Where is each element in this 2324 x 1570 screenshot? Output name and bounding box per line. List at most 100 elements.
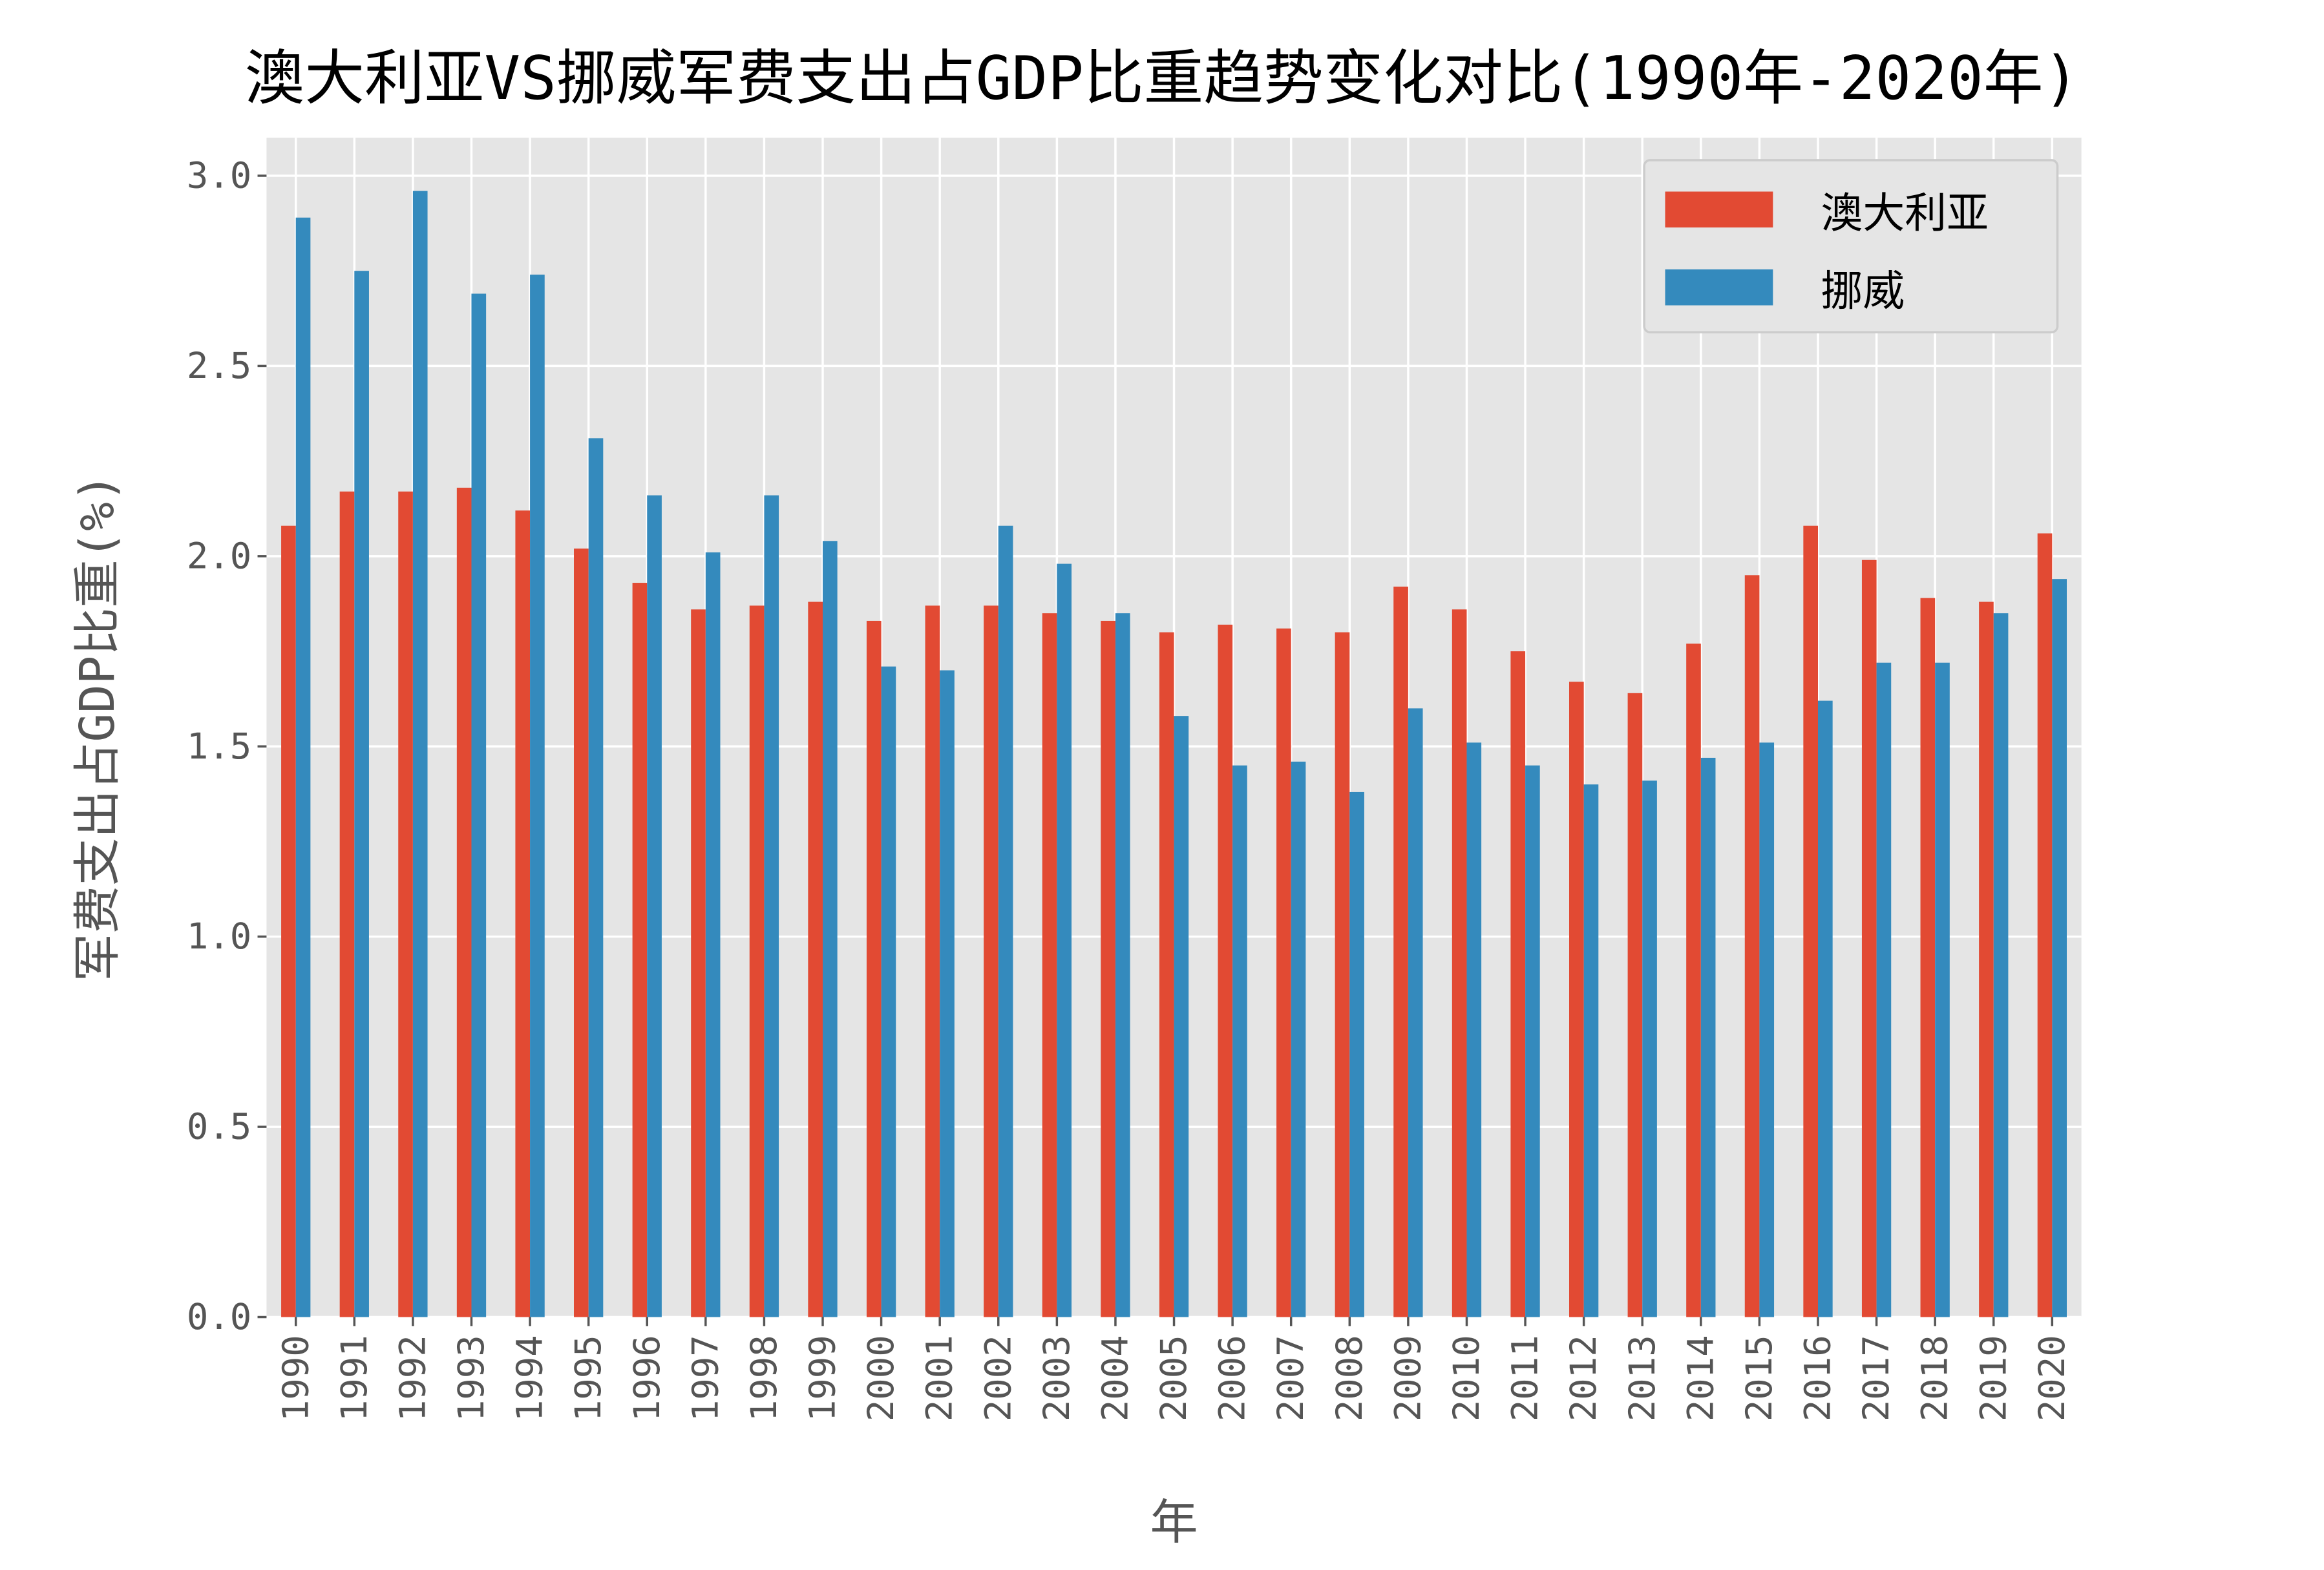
bar-australia-2007	[1276, 628, 1291, 1317]
bar-norway-1995	[588, 438, 604, 1317]
bar-australia-2006	[1218, 624, 1233, 1317]
x-tick-label: 2016	[1797, 1335, 1839, 1421]
bar-australia-2016	[1803, 525, 1818, 1317]
bar-australia-2005	[1159, 632, 1174, 1317]
x-tick-label: 2001	[919, 1335, 961, 1421]
bar-australia-2002	[984, 605, 998, 1317]
y-tick-label: 0.5	[187, 1106, 251, 1148]
bar-australia-2008	[1335, 632, 1350, 1317]
bar-norway-2009	[1408, 708, 1423, 1317]
bar-australia-2020	[2037, 533, 2053, 1317]
x-tick-label: 2006	[1212, 1335, 1254, 1421]
bar-norway-1991	[354, 271, 369, 1317]
bar-norway-2014	[1700, 757, 1716, 1317]
x-tick-label: 2018	[1914, 1335, 1956, 1421]
x-tick-label: 2014	[1680, 1335, 1722, 1421]
bar-norway-1993	[471, 293, 487, 1317]
bar-australia-2015	[1744, 575, 1760, 1317]
y-tick-label: 0.0	[187, 1296, 251, 1338]
x-tick-label: 2003	[1036, 1335, 1078, 1421]
bar-norway-2016	[1818, 700, 1833, 1317]
bar-norway-2015	[1759, 742, 1775, 1317]
bar-australia-1990	[281, 525, 296, 1317]
bar-norway-2000	[881, 666, 896, 1317]
bar-australia-1992	[398, 491, 413, 1317]
bar-australia-1995	[574, 549, 589, 1317]
bar-norway-1992	[412, 191, 428, 1317]
bar-australia-1996	[632, 583, 648, 1317]
bar-norway-2013	[1642, 780, 1657, 1317]
bar-australia-2009	[1393, 586, 1408, 1317]
y-tick-label: 1.5	[187, 726, 251, 768]
bar-norway-1990	[295, 217, 311, 1317]
x-tick-label: 1990	[275, 1335, 317, 1421]
x-tick-label: 1994	[509, 1335, 551, 1421]
x-tick-label: 2005	[1153, 1335, 1195, 1421]
bar-australia-2014	[1686, 644, 1701, 1317]
legend-label-australia: 澳大利亚	[1821, 189, 1988, 238]
x-tick-label: 1995	[567, 1335, 609, 1421]
bar-norway-1997	[705, 552, 721, 1317]
bar-australia-2001	[925, 605, 940, 1317]
bar-norway-2010	[1466, 742, 1482, 1317]
x-tick-label: 2010	[1446, 1335, 1488, 1421]
bar-norway-2007	[1291, 761, 1306, 1317]
x-tick-label: 2002	[977, 1335, 1019, 1421]
legend-swatch-australia	[1665, 191, 1773, 228]
x-tick-label: 1998	[743, 1335, 785, 1421]
x-tick-label: 2019	[1972, 1335, 2014, 1421]
bar-norway-2006	[1232, 765, 1247, 1317]
y-axis-label: 军费支出占GDP比重(%)	[70, 474, 125, 982]
x-tick-label: 2012	[1563, 1335, 1605, 1421]
x-tick-label: 2009	[1387, 1335, 1429, 1421]
bar-australia-2018	[1920, 598, 1936, 1317]
legend-label-norway: 挪威	[1821, 267, 1905, 316]
bar-norway-2003	[1057, 563, 1072, 1317]
bar-norway-2004	[1115, 613, 1130, 1317]
y-tick-label: 2.5	[187, 345, 251, 387]
bar-australia-2017	[1861, 560, 1877, 1317]
bar-norway-2001	[940, 670, 955, 1317]
bar-australia-2004	[1101, 620, 1115, 1317]
x-tick-label: 1992	[392, 1335, 434, 1421]
bar-australia-2019	[1979, 602, 1994, 1317]
y-tick-label: 3.0	[187, 155, 251, 197]
x-tick-label: 2015	[1738, 1335, 1780, 1421]
bar-norway-2008	[1349, 791, 1364, 1317]
x-tick-label: 1997	[684, 1335, 726, 1421]
x-tick-label: 2020	[2031, 1335, 2073, 1421]
x-tick-label: 1993	[450, 1335, 492, 1421]
bar-australia-1998	[749, 605, 765, 1317]
bar-australia-2012	[1569, 682, 1584, 1317]
bar-norway-2017	[1876, 662, 1892, 1317]
bar-norway-2012	[1583, 784, 1599, 1317]
bar-norway-2019	[1993, 613, 2009, 1317]
x-tick-label: 2007	[1270, 1335, 1312, 1421]
bar-norway-1999	[823, 541, 838, 1317]
y-tick-label: 1.0	[187, 916, 251, 958]
y-tick-label: 2.0	[187, 535, 251, 577]
bar-australia-2013	[1627, 693, 1643, 1317]
x-tick-label: 2004	[1094, 1335, 1136, 1421]
bar-australia-2000	[866, 620, 882, 1317]
bar-australia-2011	[1510, 651, 1526, 1317]
bar-norway-1994	[530, 275, 545, 1317]
bar-norway-1998	[764, 495, 779, 1317]
bar-australia-1993	[456, 487, 472, 1317]
bar-australia-1994	[515, 510, 531, 1317]
x-tick-label: 2017	[1855, 1335, 1897, 1421]
chart-title: 澳大利亚VS挪威军费支出占GDP比重趋势变化对比(1990年-2020年)	[245, 43, 2080, 113]
x-tick-label: 2013	[1622, 1335, 1664, 1421]
x-tick-label: 1991	[333, 1335, 375, 1421]
bar-australia-1991	[339, 491, 355, 1317]
x-tick-label: 2000	[860, 1335, 902, 1421]
bar-norway-2020	[2052, 579, 2067, 1317]
x-axis-label: 年	[1150, 1494, 1198, 1550]
legend-swatch-norway	[1665, 269, 1773, 306]
bar-australia-1999	[808, 602, 823, 1317]
bar-norway-1996	[647, 495, 662, 1317]
bar-norway-2018	[1935, 662, 1950, 1317]
x-tick-label: 1996	[626, 1335, 668, 1421]
bar-norway-2005	[1174, 716, 1189, 1317]
